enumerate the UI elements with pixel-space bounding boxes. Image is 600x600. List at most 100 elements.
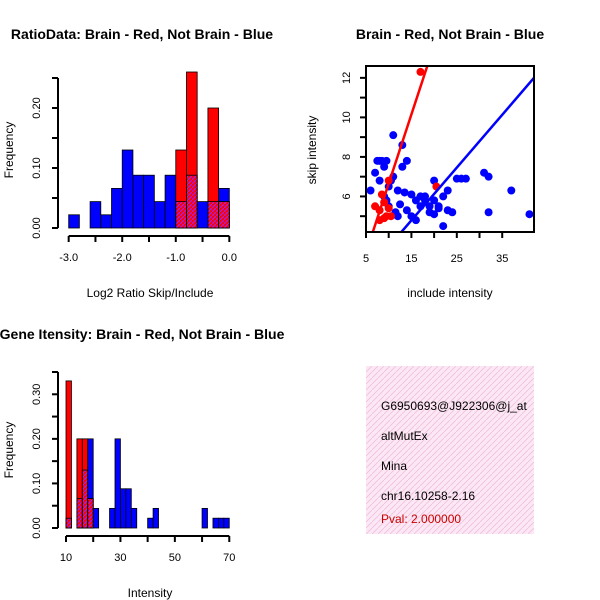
scatter-frame <box>365 65 535 233</box>
intensity-blue-bar <box>201 507 208 529</box>
ratio-x-tick-label: -3.0 <box>59 252 78 264</box>
ratio-y-tick-label: 0.20 <box>31 97 43 118</box>
intensity-overlap-bar <box>76 498 83 529</box>
ratio-overlap-bar <box>186 174 198 229</box>
intensity-blue-bar <box>223 517 230 529</box>
info-line-event-type: altMutEx <box>381 429 428 443</box>
scatter-plot-area <box>366 66 534 232</box>
ratio-histogram-ylabel: Frequency <box>2 122 16 179</box>
ratio-blue-bar <box>164 174 177 229</box>
intensity-blue-bar <box>147 517 154 529</box>
ratio-y-tick-label: 0.10 <box>31 157 43 178</box>
ratio-blue-bar <box>143 174 155 229</box>
scatter-point-blue <box>396 200 405 209</box>
intensity-blue-bar <box>152 507 159 529</box>
gene-intensity-bars <box>65 380 230 529</box>
info-pval: Pval: 2.000000 <box>381 512 461 526</box>
scatter-point-blue <box>439 222 448 231</box>
scatter-y-tick-label: 8 <box>341 154 353 160</box>
ratio-histogram-axes: -3.0 -2.0 -1.0 0.0 0.00 0.10 0.20 <box>31 77 237 264</box>
scatter-point-blue <box>448 208 457 217</box>
scatter-ylabel: skip intensity <box>305 116 319 185</box>
intensity-blue-bar <box>109 507 116 529</box>
intensity-blue-bar <box>92 507 100 529</box>
scatter-point-blue <box>430 210 439 219</box>
ratio-blue-bar <box>89 201 102 229</box>
intensity-overlap-bar <box>87 498 94 529</box>
intensity-overlap-bar <box>65 517 72 529</box>
scatter-point-blue <box>484 208 493 217</box>
scatter-point-blue <box>371 168 380 177</box>
info-panel: G6950693@J922306@j_at altMutEx Mina chr1… <box>366 366 534 534</box>
scatter-point-blue <box>430 196 439 205</box>
scatter-title: Brain - Red, Not Brain - Blue <box>356 26 544 42</box>
ratio-histogram-panel: RatioData: Brain - Red, Not Brain - Blue… <box>2 26 273 300</box>
scatter-point-blue <box>439 192 448 201</box>
ratio-blue-bar <box>153 201 166 229</box>
scatter-points <box>366 66 534 232</box>
scatter-point-blue <box>398 162 407 171</box>
info-line-probe-id: G6950693@J922306@j_at <box>381 399 527 413</box>
intensity-blue-bar <box>120 488 127 529</box>
ratio-blue-bar <box>111 187 123 229</box>
scatter-point-blue <box>375 176 384 185</box>
intensity-y-tick-label: 0.10 <box>31 473 43 494</box>
scatter-point-blue <box>507 186 516 195</box>
scatter-y-tick-label: 12 <box>341 72 353 84</box>
intensity-y-tick-label: 0.00 <box>31 517 43 538</box>
scatter-x-tick-label: 35 <box>496 253 508 265</box>
gene-intensity-ylabel: Frequency <box>2 422 16 479</box>
scatter-point-blue <box>377 156 386 165</box>
scatter-point-blue <box>461 174 470 183</box>
intensity-y-tick-label: 0.30 <box>31 384 43 405</box>
scatter-point-blue <box>434 204 443 213</box>
scatter-point-blue <box>366 186 375 195</box>
scatter-point-red <box>416 67 425 76</box>
gene-intensity-xlabel: Intensity <box>128 586 173 600</box>
ratio-x-tick-label: -2.0 <box>113 252 132 264</box>
scatter-y-tick-label: 6 <box>341 193 353 199</box>
scatter-x-tick-label: 5 <box>363 253 369 265</box>
scatter-point-red <box>386 212 395 221</box>
scatter-point-blue <box>525 210 534 219</box>
scatter-point-blue <box>402 156 411 165</box>
gene-intensity-title: Gene Itensity: Brain - Red, Not Brain - … <box>0 326 285 342</box>
intensity-x-tick-label: 30 <box>114 552 126 564</box>
intensity-scatter-panel: Brain - Red, Not Brain - Blue 5 15 25 35 6 8 1… <box>305 26 544 300</box>
fit-line-blue <box>400 77 534 232</box>
intensity-x-tick-label: 70 <box>223 552 235 564</box>
ratio-blue-bar <box>132 174 145 229</box>
ratio-blue-bar <box>100 214 112 229</box>
info-line-locus: chr16.10258-2.16 <box>381 489 475 503</box>
scatter-x-tick-label: 25 <box>451 253 463 265</box>
scatter-point-red <box>384 204 393 213</box>
intensity-blue-bar <box>125 488 132 529</box>
ratio-blue-bar <box>196 201 209 229</box>
intensity-blue-bar <box>212 517 219 529</box>
intensity-red-bar <box>65 380 72 529</box>
scatter-axes: 5 15 25 35 6 8 10 12 <box>341 65 535 265</box>
ratio-blue-bar <box>68 214 80 229</box>
info-line-method: Mina <box>381 459 407 473</box>
ratio-histogram-bars <box>68 71 230 229</box>
scatter-point-blue <box>425 202 434 211</box>
scatter-point-blue <box>407 190 416 199</box>
ratio-y-tick-label: 0.00 <box>31 217 43 238</box>
scatter-xlabel: include intensity <box>407 286 492 300</box>
ratio-overlap-bar <box>207 201 220 229</box>
scatter-point-blue <box>389 131 398 140</box>
intensity-overlap-bar <box>81 469 89 529</box>
info-panel-background <box>366 366 534 534</box>
ratio-blue-bar <box>121 149 134 229</box>
scatter-point-blue <box>484 172 493 181</box>
intensity-blue-bar <box>130 507 138 529</box>
scatter-point-blue <box>400 188 409 197</box>
intensity-x-tick-label: 10 <box>60 552 72 564</box>
gene-intensity-axes: 10 30 50 70 0.00 0.10 0.20 0.30 <box>31 371 235 564</box>
scatter-point-blue <box>393 186 402 195</box>
ratio-histogram-title: RatioData: Brain - Red, Not Brain - Blue <box>11 26 273 42</box>
intensity-blue-bar <box>114 438 121 529</box>
intensity-x-tick-label: 50 <box>169 552 181 564</box>
ratio-overlap-bar <box>218 201 230 229</box>
